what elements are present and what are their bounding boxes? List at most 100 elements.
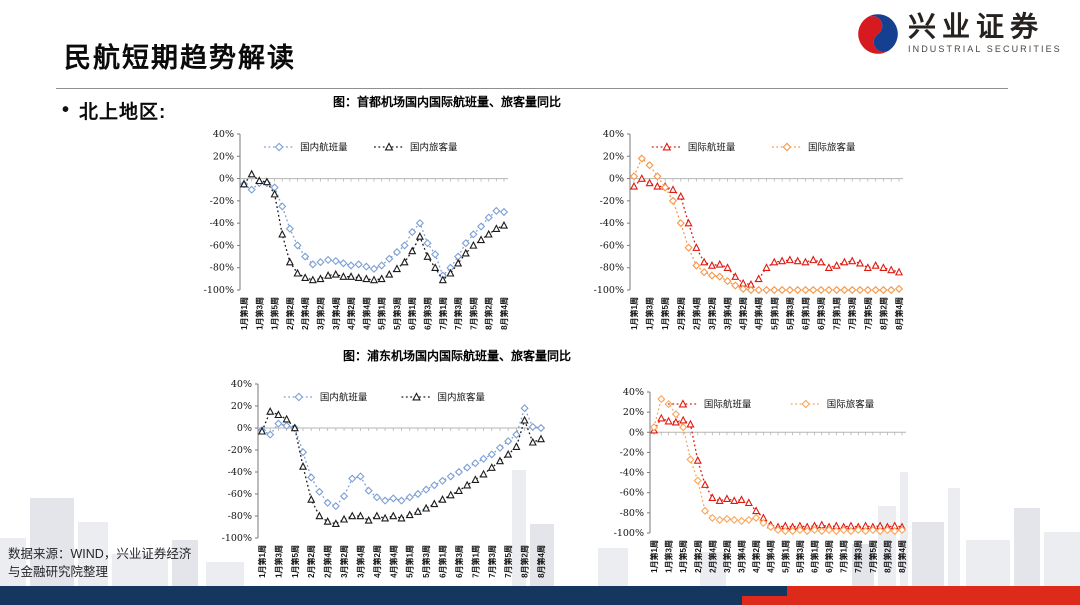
diamond-marker-icon <box>520 404 529 413</box>
triangle-marker-icon <box>274 410 283 419</box>
x-tick-label: 8月第4周 <box>536 545 546 578</box>
triangle-marker-icon <box>446 268 455 277</box>
x-tick-label: 5月第1周 <box>405 545 415 578</box>
diamond-marker-icon <box>629 172 639 181</box>
diamond-marker-icon <box>649 423 659 432</box>
x-tick-label: 6月第1周 <box>407 297 417 330</box>
triangle-marker-icon <box>408 246 417 255</box>
triangle-marker-icon <box>331 269 340 278</box>
x-tick-label: 6月第3周 <box>454 545 464 578</box>
diamond-marker-icon <box>846 526 856 536</box>
x-tick-label: 7月第3周 <box>453 297 463 330</box>
diamond-marker-icon <box>855 285 865 295</box>
diamond-marker-icon <box>759 518 768 528</box>
footer-bar-navy-top <box>0 586 787 596</box>
y-tick-label: -40% <box>210 218 234 229</box>
triangle-marker-icon <box>415 232 424 240</box>
triangle-marker-icon <box>708 493 717 502</box>
diamond-marker-icon <box>816 285 826 295</box>
x-tick-label: 3月第2周 <box>315 297 325 330</box>
x-tick-label: 2月第2周 <box>285 297 295 330</box>
diamond-marker-icon <box>708 513 717 522</box>
y-tick-label: -80% <box>210 263 234 274</box>
diamond-marker-icon <box>274 142 284 152</box>
y-tick-label: 0% <box>629 427 644 438</box>
x-tick-label: 6月第3周 <box>816 297 826 330</box>
diamond-marker-icon <box>693 476 702 485</box>
triangle-marker-icon <box>278 229 287 238</box>
triangle-marker-icon <box>668 185 678 193</box>
diamond-marker-icon <box>301 252 310 261</box>
triangle-marker-icon <box>754 274 763 283</box>
x-tick-label: 4月第2周 <box>346 297 356 330</box>
diamond-marker-icon <box>307 473 316 482</box>
diamond-marker-icon <box>430 481 439 490</box>
diamond-marker-icon <box>469 230 478 239</box>
x-tick-label: 6月第3周 <box>423 297 433 330</box>
triangle-marker-icon <box>400 257 409 266</box>
triangle-marker-icon <box>737 495 746 504</box>
diamond-marker-icon <box>247 185 256 194</box>
diamond-marker-icon <box>415 219 424 228</box>
legend-item: 国内航班量 <box>283 392 368 404</box>
logo-text: 兴业证券 INDUSTRIAL SECURITIES <box>908 12 1062 55</box>
y-tick-label: -20% <box>600 196 624 207</box>
diamond-marker-icon <box>676 219 685 228</box>
diamond-marker-icon <box>778 285 787 295</box>
triangle-marker-icon <box>384 142 394 151</box>
triangle-marker-icon <box>270 189 279 198</box>
triangle-marker-icon <box>479 469 488 478</box>
y-tick-label: 20% <box>231 401 252 412</box>
triangle-marker-icon <box>484 229 493 238</box>
triangle-marker-icon <box>293 268 302 277</box>
diamond-marker-icon <box>339 259 348 268</box>
legend-label: 国际旅客量 <box>808 142 856 154</box>
y-tick-label: -100% <box>614 528 644 539</box>
triangle-marker-icon <box>637 174 646 182</box>
triangle-marker-icon <box>262 177 271 186</box>
triangle-marker-icon <box>282 414 291 423</box>
y-tick-label: -40% <box>600 218 624 229</box>
triangle-marker-icon <box>678 399 688 408</box>
diamond-marker-icon <box>671 410 680 419</box>
triangle-marker-icon <box>692 243 701 251</box>
y-tick-label: -80% <box>600 263 624 274</box>
chart-capital-international: 40% 20% 0% -20% -40% -60% -80% -100% 1月第1周 1月第3周 1… <box>594 129 904 330</box>
diamond-marker-icon <box>476 222 486 231</box>
y-tick-label: -20% <box>620 447 644 458</box>
skyline-building <box>948 488 960 588</box>
x-tick-label: 1月第5周 <box>660 297 670 330</box>
y-tick-label: 20% <box>623 407 644 418</box>
legend-item: 国际旅客量 <box>771 142 856 154</box>
diamond-marker-icon <box>471 459 480 468</box>
x-tick-label: 5月第3周 <box>785 297 795 330</box>
diamond-marker-icon <box>795 525 804 535</box>
y-tick-label: 20% <box>603 151 624 162</box>
skyline-building <box>700 552 726 588</box>
skyline-building <box>206 562 244 588</box>
y-tick-label: -80% <box>620 508 644 519</box>
triangle-marker-icon <box>778 256 787 265</box>
triangle-marker-icon <box>693 455 702 464</box>
triangle-marker-icon <box>431 263 440 271</box>
diamond-marker-icon <box>323 498 332 507</box>
triangle-marker-icon <box>285 257 294 266</box>
x-tick-label: 7月第3周 <box>853 540 863 573</box>
skyline-building <box>30 498 74 588</box>
triangle-marker-icon <box>653 181 662 190</box>
triangle-marker-icon <box>389 511 398 520</box>
series-line <box>243 173 505 281</box>
y-tick-label: 40% <box>231 379 252 390</box>
triangle-marker-icon <box>339 272 348 280</box>
triangle-marker-icon <box>504 449 513 458</box>
diamond-marker-icon <box>362 262 371 271</box>
skyline-building <box>0 538 26 588</box>
x-tick-label: 2月第2周 <box>676 297 686 330</box>
legend-item: 国际航班量 <box>667 399 752 411</box>
diamond-marker-icon <box>824 285 833 295</box>
legend-item: 国内旅客量 <box>401 392 486 404</box>
x-tick-label: 8月第2周 <box>520 545 530 578</box>
x-tick-label: 7月第5周 <box>868 540 878 573</box>
triangle-marker-icon <box>495 456 505 465</box>
triangle-marker-icon <box>492 224 501 232</box>
